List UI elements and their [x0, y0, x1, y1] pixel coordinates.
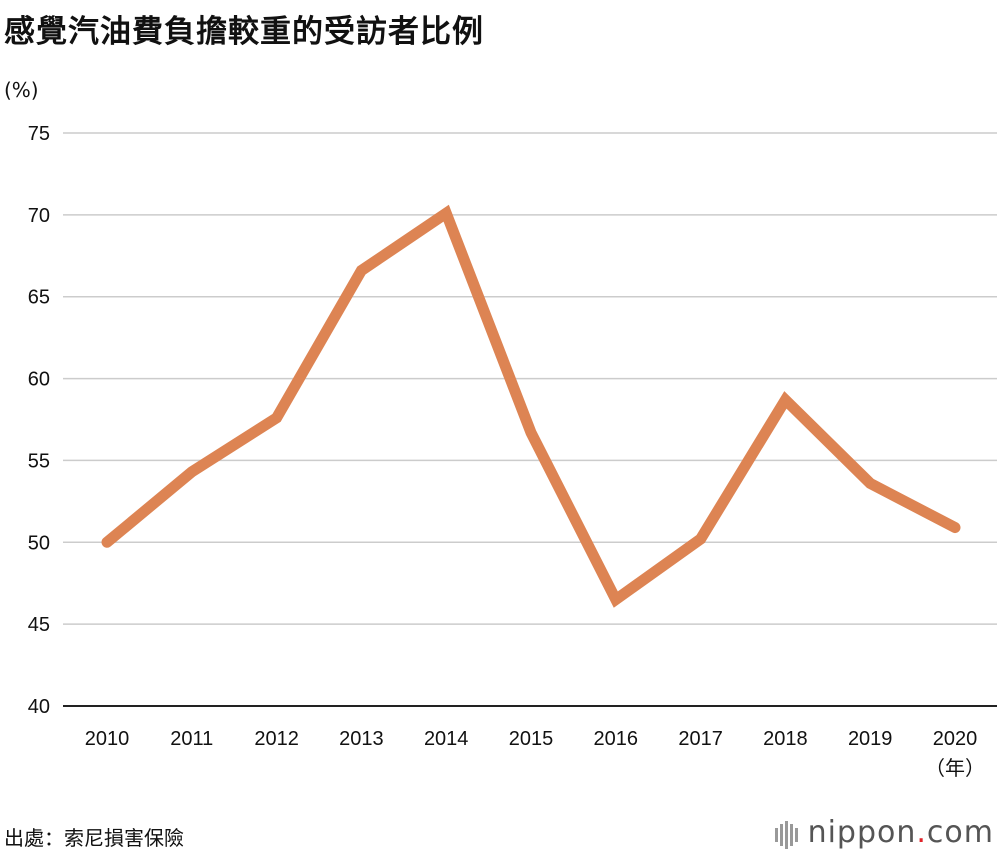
y-tick-label: 75 [28, 123, 50, 145]
x-tick-label: 2014 [424, 728, 469, 750]
x-tick-label: 2010 [85, 728, 130, 750]
line-chart: 40 45 50 55 60 65 70 75 2010 2011 2012 2013 2014 2015… [28, 123, 997, 780]
nippon-logo: nippon.com [774, 815, 994, 851]
x-tick-label: 2017 [678, 728, 723, 750]
x-tick-label: 2013 [339, 728, 384, 750]
x-tick-label: 2020 [933, 728, 978, 750]
y-tick-label: 55 [28, 450, 50, 472]
y-tick-label: 70 [28, 205, 50, 227]
y-tick-label: 40 [28, 696, 50, 718]
x-tick-label: 2019 [848, 728, 893, 750]
x-tick-label: 2016 [594, 728, 639, 750]
x-axis-label: （年） [925, 756, 985, 780]
chart-title: 感覺汽油費負擔較重的受訪者比例 [4, 14, 484, 50]
y-tick-label: 60 [28, 369, 50, 391]
x-tick-label: 2018 [763, 728, 808, 750]
x-tick-label: 2011 [170, 728, 213, 750]
source-note: 出處：索尼損害保險 [4, 826, 184, 850]
logo-bars-icon [774, 816, 800, 851]
y-tick-label: 50 [28, 532, 50, 554]
x-tick-label: 2012 [254, 728, 299, 750]
x-tick-label: 2015 [509, 728, 554, 750]
y-tick-label: 45 [28, 614, 50, 636]
y-axis-unit: (%) [4, 78, 39, 102]
y-tick-label: 65 [28, 287, 50, 309]
